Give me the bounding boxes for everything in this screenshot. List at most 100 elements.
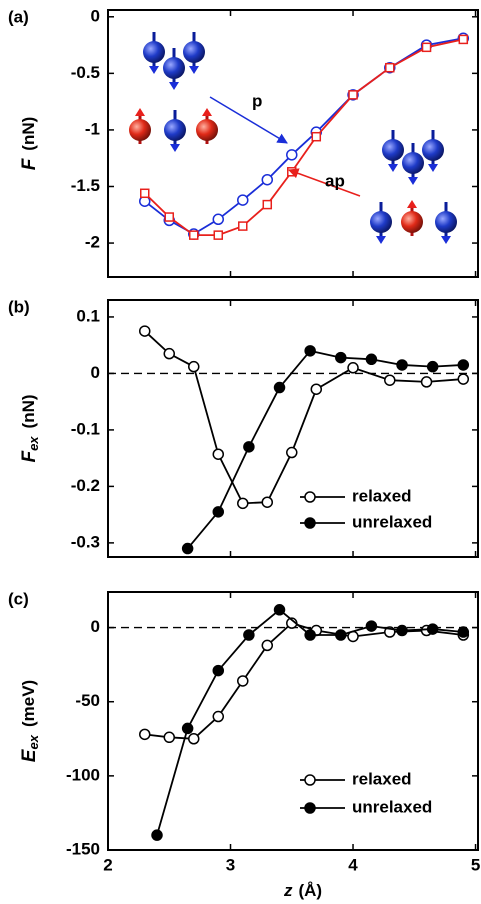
marker <box>212 664 225 677</box>
spin-arrowhead <box>202 108 212 116</box>
spin-sphere <box>435 211 457 233</box>
y-tick-label: 0 <box>91 6 100 25</box>
marker <box>426 623 439 635</box>
spin-arrowhead <box>388 164 398 172</box>
x-label-unit: (Å) <box>298 881 322 900</box>
y-tick-label: -2 <box>85 233 100 252</box>
marker <box>426 360 439 373</box>
annotation-arrow <box>288 168 361 197</box>
marker <box>457 373 470 385</box>
y-tick-label: 0 <box>91 617 100 636</box>
marker <box>243 629 255 641</box>
marker <box>139 728 151 741</box>
marker <box>304 345 316 357</box>
spin-sphere <box>196 119 218 141</box>
spin-sphere <box>164 119 186 141</box>
marker <box>457 626 470 638</box>
spin-arrowhead <box>170 144 180 152</box>
plot-frame <box>107 299 479 558</box>
panel-label: (c) <box>8 589 29 608</box>
spin-sphere <box>382 139 404 161</box>
marker <box>212 710 225 723</box>
spin-sphere <box>422 139 444 161</box>
y-label-subscript: ex <box>26 436 41 451</box>
y-tick-label: -50 <box>75 691 100 710</box>
y-label-symbol: E <box>19 748 40 762</box>
plot-frame <box>107 591 479 851</box>
spin-sphere <box>402 152 424 174</box>
y-tick-label: 0.1 <box>76 306 100 325</box>
plot-frame <box>107 9 479 278</box>
marker <box>189 230 199 240</box>
annotation: p <box>252 91 262 110</box>
legend-label: relaxed <box>352 769 412 788</box>
series-line <box>186 349 464 550</box>
series-line <box>144 622 464 740</box>
legend-marker <box>304 802 316 814</box>
x-tick-label: 4 <box>348 855 358 874</box>
spin-arrowhead <box>408 177 418 185</box>
y-tick-label: -0.5 <box>71 63 100 82</box>
marker <box>140 188 150 199</box>
marker <box>237 497 249 510</box>
marker <box>181 722 194 735</box>
y-tick-label: 0 <box>91 363 100 382</box>
marker <box>188 360 200 373</box>
spin-arrowhead <box>135 108 145 116</box>
marker <box>261 496 274 508</box>
marker <box>304 629 316 641</box>
y-label-symbol: F <box>19 157 40 170</box>
marker <box>420 376 433 388</box>
annotation-arrow <box>209 96 288 144</box>
marker <box>261 639 274 652</box>
marker <box>311 131 322 142</box>
spin-sphere <box>370 211 392 233</box>
marker <box>213 230 224 240</box>
marker <box>238 221 248 231</box>
marker <box>365 620 378 632</box>
y-tick-label: -150 <box>66 839 100 858</box>
marker <box>243 441 255 453</box>
y-tick-label: -100 <box>66 765 100 784</box>
y-axis-label: F (nN) <box>19 117 40 171</box>
y-label-unit: (meV) <box>19 680 38 727</box>
legend-marker <box>304 774 316 786</box>
y-label-subscript: ex <box>26 734 41 749</box>
y-axis-label: Eex (meV) <box>19 680 41 762</box>
marker <box>237 194 249 206</box>
marker <box>286 149 298 161</box>
marker <box>237 675 249 687</box>
marker <box>385 62 395 73</box>
marker <box>335 351 347 364</box>
x-tick-label: 5 <box>471 855 480 874</box>
legend-marker <box>304 491 316 503</box>
spin-arrowhead <box>376 236 386 244</box>
spin-sphere <box>129 119 151 141</box>
panel-label: (b) <box>8 297 30 316</box>
legend-label: unrelaxed <box>352 512 432 531</box>
y-label-unit: (nN) <box>19 117 38 151</box>
spin-arrowhead <box>169 82 179 90</box>
spin-arrowhead <box>428 164 438 172</box>
marker <box>457 359 470 371</box>
marker <box>212 448 225 460</box>
marker <box>261 173 274 186</box>
spin-sphere <box>401 211 423 233</box>
legend-marker <box>304 517 316 529</box>
y-tick-label: -1 <box>85 119 100 138</box>
marker <box>181 542 194 555</box>
marker <box>139 325 151 337</box>
marker <box>335 629 347 641</box>
spin-arrowhead <box>441 236 451 244</box>
marker <box>310 383 323 395</box>
marker <box>286 446 298 459</box>
legend-label: unrelaxed <box>352 797 432 816</box>
marker <box>212 213 225 226</box>
legend-label: relaxed <box>352 486 412 505</box>
marker <box>273 604 286 616</box>
marker <box>163 731 176 744</box>
marker <box>384 374 396 386</box>
y-tick-label: -0.3 <box>71 532 100 551</box>
x-label-symbol: z <box>283 881 293 900</box>
